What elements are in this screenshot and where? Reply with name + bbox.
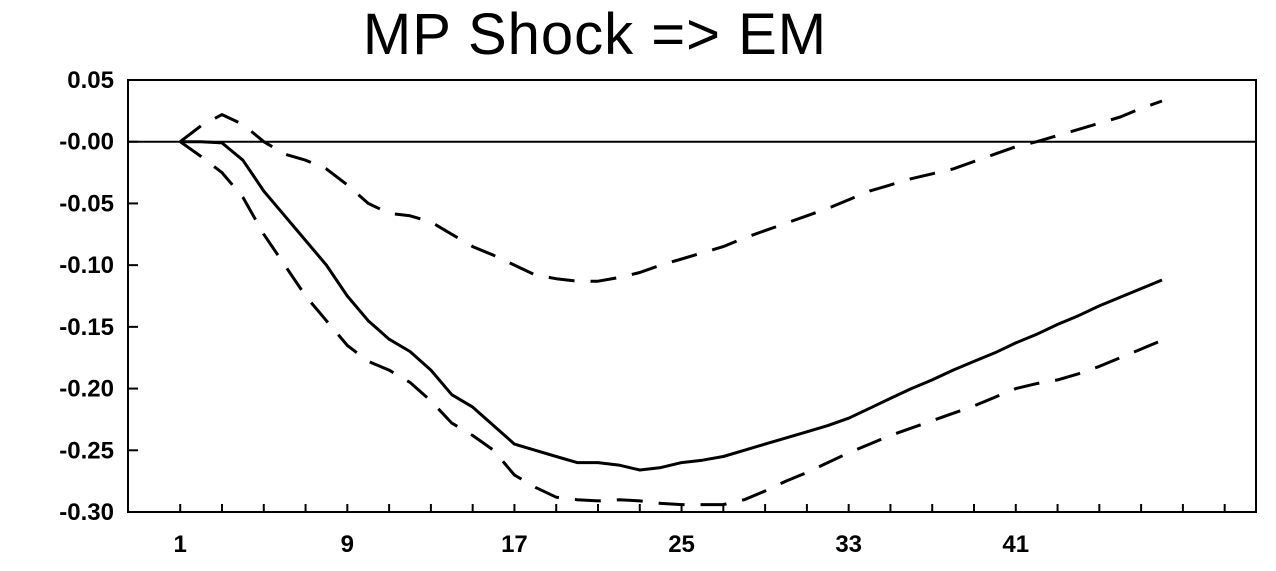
confidence-band-line [179,99,1163,283]
y-tick-label: -0.05 [59,190,114,217]
y-tick-label: -0.20 [59,376,114,403]
y-tick-label: -0.15 [59,314,114,341]
confidence-band-line [179,140,1163,507]
y-axis-ticks: 0.05 -0.00 -0.05 -0.10 -0.15 -0.20 -0.25 -0.30 [59,67,138,526]
chart-title: MP Shock => EM [362,2,828,67]
x-tick-label: 41 [1002,531,1029,558]
x-tick-label: 1 [174,531,187,558]
y-tick-label: -0.00 [59,129,114,156]
x-tick-label: 33 [835,531,862,558]
x-tick-label: 17 [501,531,528,558]
x-tick-label: 25 [668,531,695,558]
y-tick-label: -0.10 [59,252,114,279]
plot-frame [127,79,1257,513]
y-tick-label: -0.30 [59,499,114,526]
plot-border [127,79,1257,513]
impulse-response-line [180,140,1163,472]
y-tick-label: -0.25 [59,437,114,464]
series-layer [179,99,1163,507]
y-tick-label: 0.05 [67,67,114,94]
x-axis-ticks: 1 9 17 25 33 41 [174,504,1226,558]
x-tick-label: 9 [341,531,354,558]
